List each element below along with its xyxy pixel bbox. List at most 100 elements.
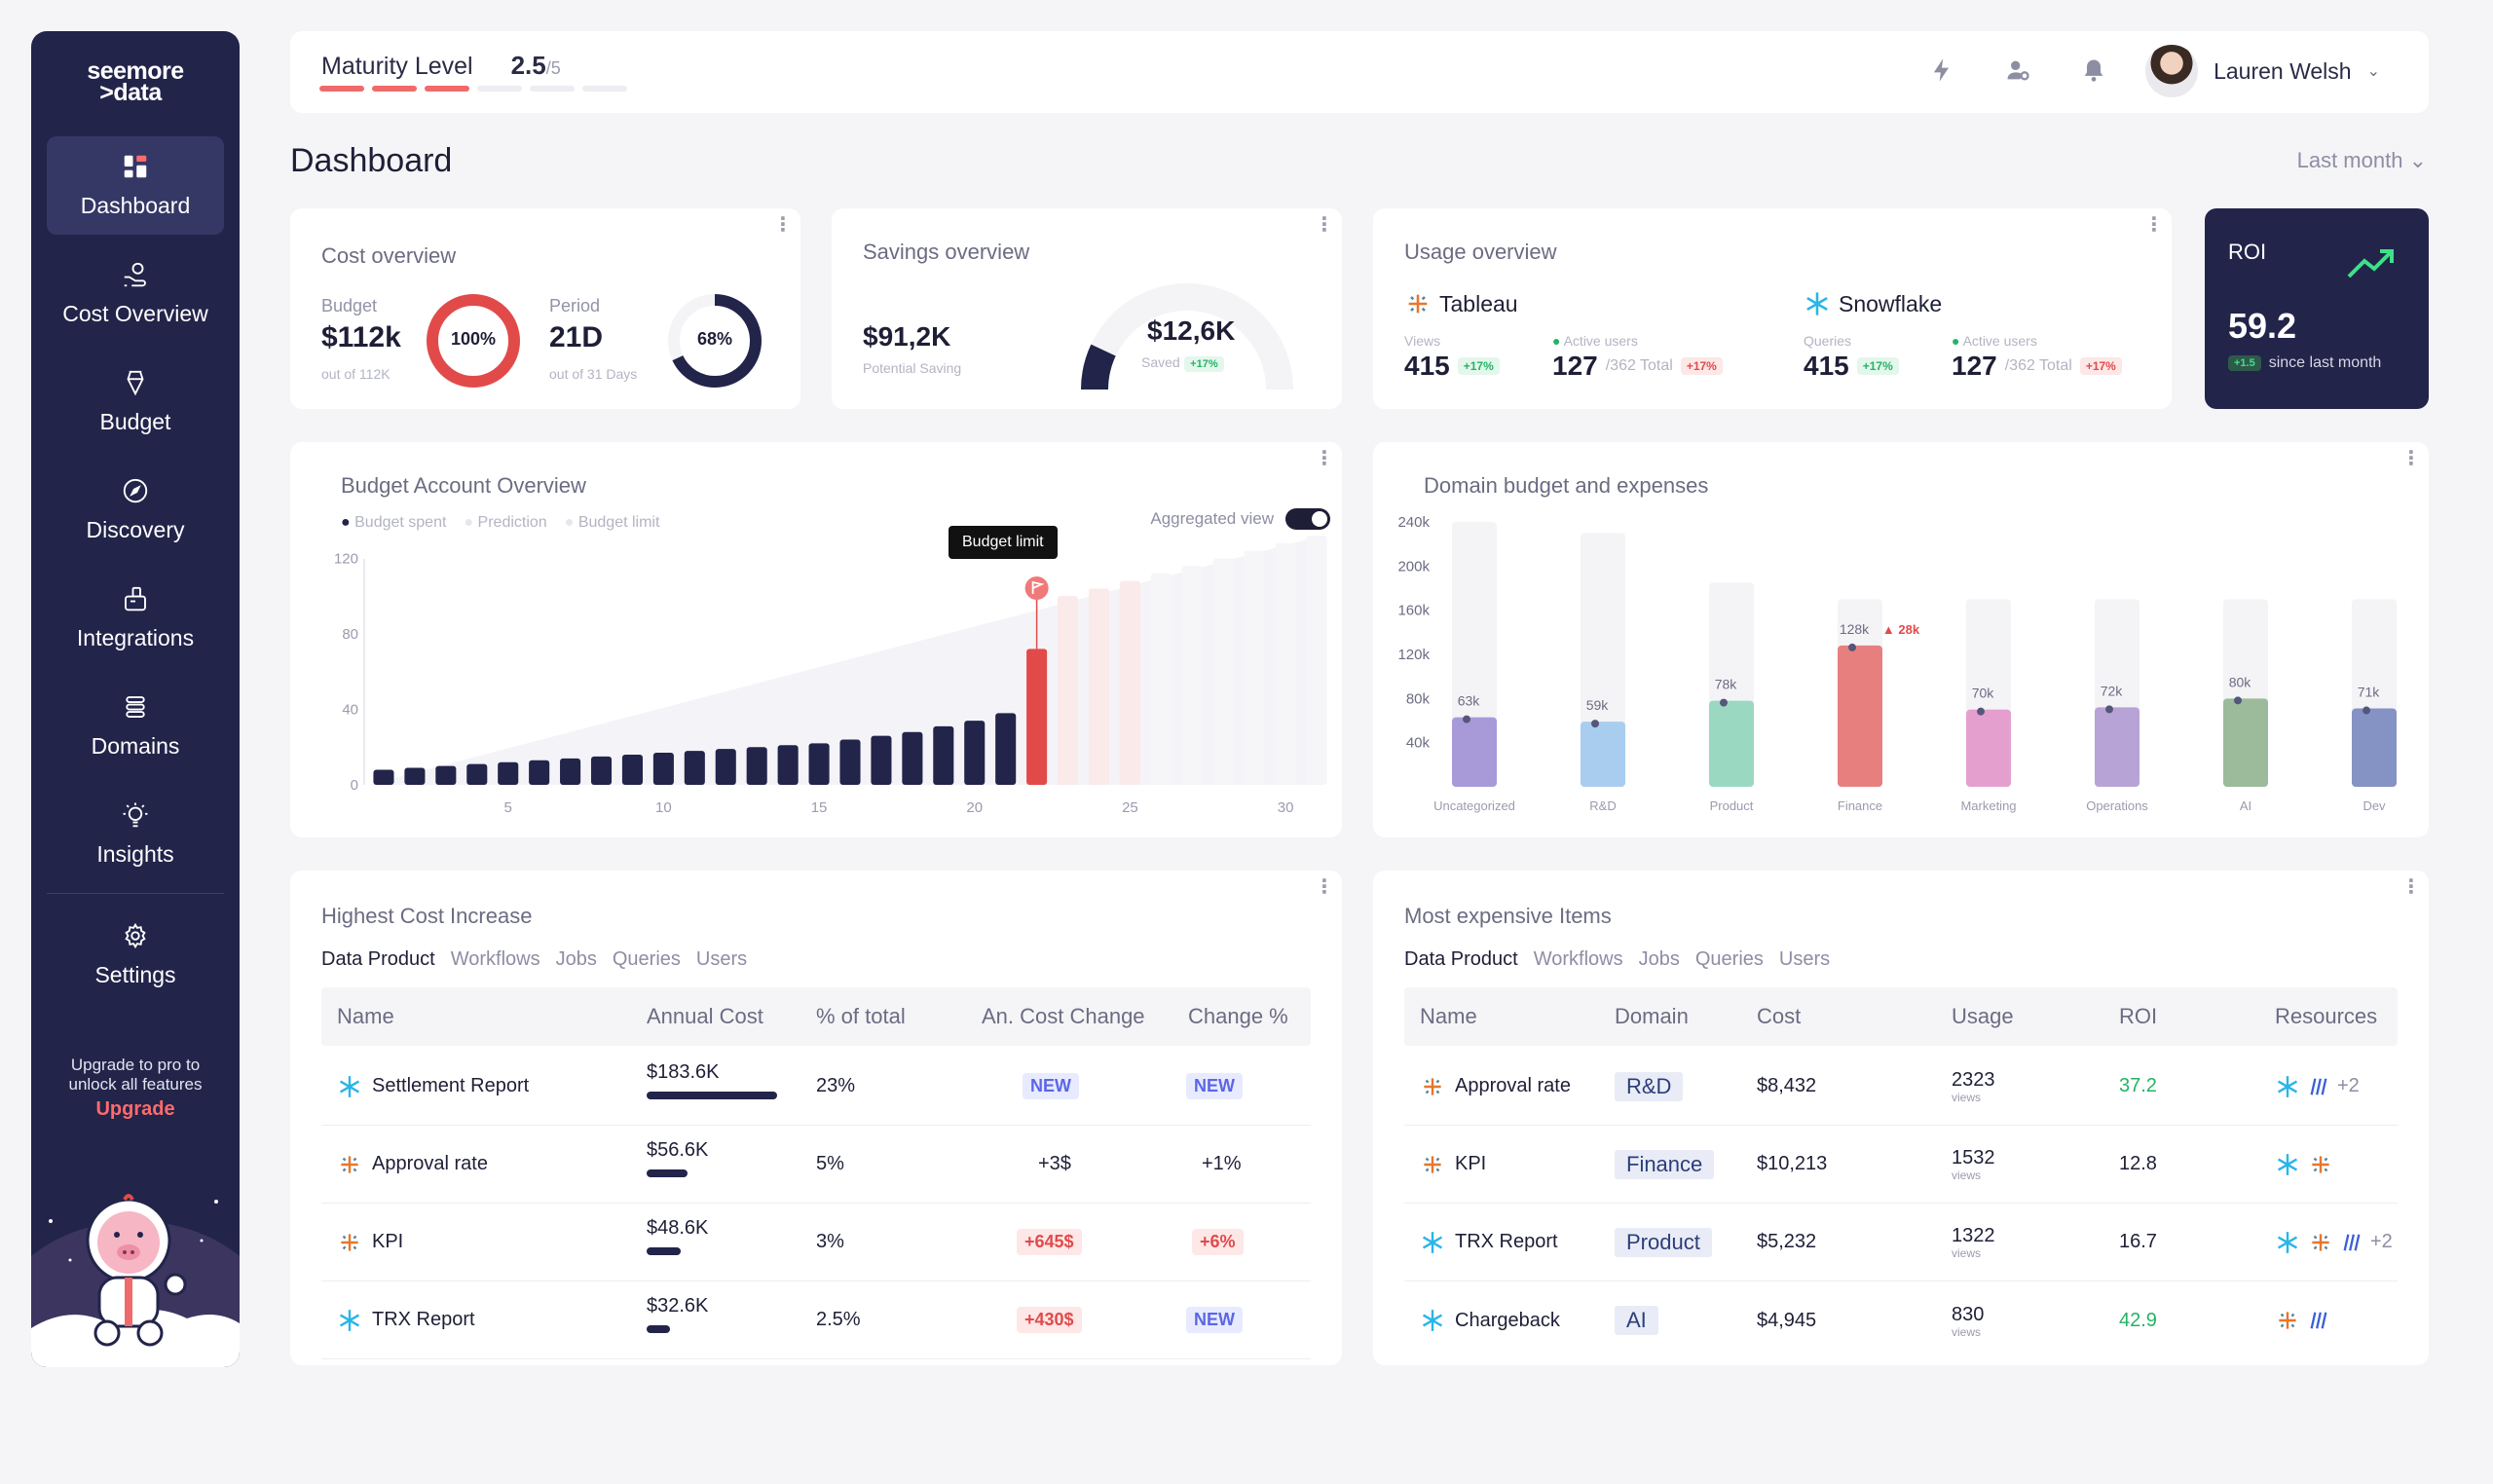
row-pct: 2.5% (816, 1309, 861, 1330)
snowflake-icon (339, 1075, 360, 1097)
header-pct-total[interactable]: % of total (816, 1004, 906, 1028)
resources-more[interactable]: +2 (2337, 1075, 2360, 1096)
row-change-pct: NEW (1186, 1073, 1243, 1099)
domain-expense-bar[interactable] (2095, 707, 2140, 787)
user-settings-icon[interactable] (2004, 56, 2031, 84)
tab-jobs[interactable]: Jobs (555, 948, 597, 970)
budget-bar[interactable] (373, 769, 394, 785)
budget-bar[interactable] (777, 745, 799, 785)
more-options-icon[interactable]: ⋮ (1315, 214, 1334, 236)
budget-bar[interactable] (746, 747, 767, 785)
tab-data-product[interactable]: Data Product (1404, 948, 1518, 970)
bell-icon[interactable] (2080, 56, 2107, 84)
more-options-icon[interactable]: ⋮ (2144, 214, 2164, 236)
domain-expense-bar[interactable] (1966, 709, 2011, 787)
header-usage[interactable]: Usage (1952, 1004, 2014, 1028)
domain-value-label: 80k (2229, 674, 2252, 689)
tab-users[interactable]: Users (1778, 948, 1831, 970)
domain-expense-bar[interactable] (1581, 722, 1625, 787)
table-row[interactable]: TRX Report $32.6K 2.5% +430$ NEW (321, 1281, 1311, 1359)
table-row[interactable]: KPI $48.6K 3% +645$ +6% (321, 1204, 1311, 1281)
y-tick-label: 40k (1406, 735, 1431, 752)
tab-queries[interactable]: Queries (612, 948, 681, 970)
user-menu[interactable]: Lauren Welsh ⌄ (2145, 45, 2380, 97)
tab-workflows[interactable]: Workflows (1533, 948, 1623, 970)
budget-bar[interactable] (560, 758, 581, 785)
more-options-icon[interactable]: ⋮ (1315, 876, 1334, 898)
sidebar-item-discovery[interactable]: Discovery (47, 461, 224, 559)
upgrade-button[interactable]: Upgrade (95, 1098, 175, 1120)
resources-more[interactable]: +2 (2370, 1231, 2393, 1252)
table-row[interactable]: Approval rate $56.6K 5% +3$ +1% (321, 1126, 1311, 1204)
budget-bar[interactable] (902, 731, 923, 785)
budget-bar[interactable] (995, 713, 1017, 785)
avatar (2145, 45, 2199, 97)
budget-bar[interactable] (652, 753, 674, 785)
flag-glyph (1031, 580, 1045, 594)
table-row[interactable]: KPI Finance $10,213 1532 views 12.8 (1404, 1126, 2398, 1204)
tab-data-product[interactable]: Data Product (321, 948, 435, 970)
domain-expense-bar[interactable] (1452, 717, 1497, 787)
budget-bar[interactable] (435, 765, 457, 785)
budget-bar[interactable] (590, 756, 613, 785)
budget-bar[interactable] (808, 743, 830, 785)
table-row[interactable]: TRX Report Product $5,232 1322 views 16.7… (1404, 1204, 2398, 1281)
budget-bar[interactable] (839, 739, 861, 785)
chevron-down-icon: ⌄ (2366, 63, 2380, 80)
sidebar-item-label: Dashboard (80, 193, 191, 218)
header-cost[interactable]: Cost (1757, 1004, 1802, 1028)
table-row[interactable]: Chargeback AI $4,945 830 views 42.9 (1404, 1281, 2398, 1359)
tab-queries[interactable]: Queries (1694, 948, 1764, 970)
budget-bar[interactable] (621, 754, 643, 785)
sidebar-item-domains[interactable]: Domains (47, 677, 224, 775)
budget-bar-highlight[interactable] (1026, 649, 1048, 785)
budget-bar[interactable] (529, 760, 550, 785)
header-name[interactable]: Name (1420, 1004, 1477, 1028)
domain-bar-chart: 240k 200k 160k 120k 80k 40k 63k Uncategorized 59… (1397, 514, 2397, 813)
domain-value-marker (1848, 643, 1856, 651)
toggle-switch[interactable] (1285, 508, 1330, 530)
flag-icon[interactable] (1024, 576, 1049, 600)
active-users-change: +17% (2079, 357, 2122, 375)
budget-bar[interactable] (466, 763, 488, 785)
sidebar-item-cost-overview[interactable]: Cost Overview (47, 244, 224, 343)
tab-workflows[interactable]: Workflows (450, 948, 540, 970)
header-roi[interactable]: ROI (2119, 1004, 2158, 1028)
budget-bar[interactable] (933, 725, 954, 785)
logo[interactable]: seemore >data (31, 31, 240, 105)
more-options-icon[interactable]: ⋮ (773, 214, 793, 236)
budget-bar[interactable] (715, 749, 736, 785)
more-options-icon[interactable]: ⋮ (2401, 876, 2421, 898)
header-domain[interactable]: Domain (1615, 1004, 1689, 1028)
tab-users[interactable]: Users (695, 948, 748, 970)
domain-expense-bar[interactable] (1709, 700, 1754, 787)
budget-bar[interactable] (684, 751, 705, 785)
row-pct: 5% (816, 1153, 844, 1174)
sidebar-item-budget[interactable]: Budget (47, 352, 224, 451)
sidebar-item-integrations[interactable]: Integrations (47, 569, 224, 667)
x-tick-label: 15 (811, 799, 828, 816)
header-name[interactable]: Name (337, 1004, 394, 1028)
tab-jobs[interactable]: Jobs (1638, 948, 1680, 970)
budget-bar[interactable] (964, 721, 986, 785)
header-annual-cost[interactable]: Annual Cost (647, 1004, 763, 1028)
active-users-label: ● Active users (1952, 333, 2037, 349)
domain-expense-bar[interactable] (1838, 645, 1882, 787)
period-select[interactable]: Last month ⌄ (2297, 148, 2427, 173)
budget-bar[interactable] (871, 735, 892, 785)
header-cost-change[interactable]: An. Cost Change (982, 1004, 1145, 1028)
header-change-pct[interactable]: Change % (1188, 1004, 1288, 1028)
table-row[interactable]: Approval rate R&D $8,432 2323 views 37.2 … (1404, 1048, 2398, 1126)
domain-expense-bar[interactable] (2223, 698, 2268, 787)
sidebar-item-dashboard[interactable]: Dashboard (47, 136, 224, 235)
header-resources[interactable]: Resources (2275, 1004, 2378, 1028)
lightning-icon[interactable] (1928, 56, 1955, 84)
period-label: Period (549, 296, 601, 315)
domain-expense-bar[interactable] (2352, 708, 2397, 787)
sidebar-item-settings[interactable]: Settings (47, 906, 224, 1004)
budget-bar[interactable] (498, 761, 519, 785)
budget-bar[interactable] (404, 767, 426, 785)
table-row[interactable]: Settlement Report $183.6K 23% NEW NEW (321, 1048, 1311, 1126)
aggregated-toggle[interactable]: Aggregated view (1150, 508, 1330, 530)
sidebar-item-insights[interactable]: Insights (47, 785, 224, 883)
